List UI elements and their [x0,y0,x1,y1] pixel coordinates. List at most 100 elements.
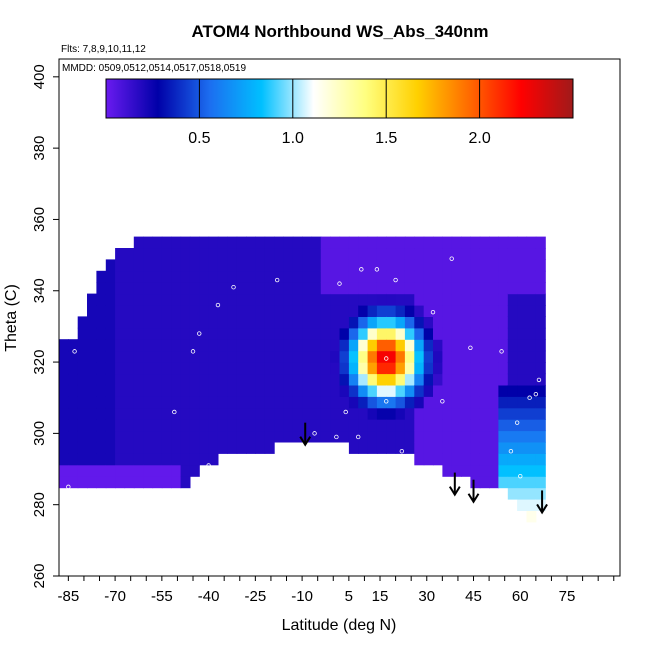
heatmap-cell [77,327,88,340]
heatmap-cell [143,476,154,489]
heatmap-cell [161,419,172,432]
heatmap-cell [161,236,172,249]
heatmap-cell [189,430,200,443]
heatmap-cell [152,407,163,420]
heatmap-cell [339,339,350,352]
heatmap-cell [124,350,135,363]
heatmap-cell [339,384,350,397]
heatmap-cell [433,453,443,466]
heatmap-cell [404,350,415,363]
arrow-head [536,503,548,515]
colorbar-gradient [105,78,574,119]
heatmap-cell [498,305,509,317]
heatmap-cell [59,384,69,397]
heatmap-cell [68,476,79,489]
heatmap-cell [461,407,471,420]
heatmap-cell [96,305,107,317]
heatmap-cell [311,236,322,249]
heatmap-cell [367,441,378,454]
chart-title: ATOM4 Northbound WS_Abs_340nm [192,22,489,41]
sample-point [430,309,436,315]
heatmap-cell [423,373,434,386]
heatmap-cell [423,339,434,352]
heatmap-cell [199,407,210,420]
heatmap-cell [292,270,303,283]
heatmap-cell [526,419,537,432]
heatmap-cell [461,282,471,295]
heatmap-cell [507,373,518,386]
y-tick-label: 340 [31,278,48,303]
heatmap-cell [451,384,462,397]
heatmap-cell [255,248,266,260]
heatmap-cell [208,236,219,249]
heatmap-cell [124,316,135,329]
heatmap-cell [376,419,387,432]
heatmap-cell [517,305,528,317]
heatmap-cell [442,407,453,420]
heatmap-cell [330,339,341,352]
heatmap-cell [115,305,126,317]
heatmap-cell [189,373,200,386]
heatmap-cell [236,293,247,306]
heatmap-cell [87,430,97,443]
heatmap-cell [68,396,79,409]
heatmap-cell [311,384,322,397]
heatmap-cell [423,362,434,375]
heatmap-cell [367,362,378,375]
heatmap-cell [479,350,490,363]
heatmap-cell [470,293,481,306]
heatmap-cell [105,327,116,340]
heatmap-cell [115,339,126,352]
heatmap-cell [105,430,116,443]
heatmap-cell [311,339,322,352]
heatmap-cell [208,293,219,306]
heatmap-cell [133,293,144,306]
heatmap-cell [526,270,537,283]
heatmap-cell [479,419,490,432]
heatmap-cell [311,430,322,443]
heatmap-cell [105,293,116,306]
heatmap-cell [339,236,350,249]
heatmap-cell [320,350,331,363]
heatmap-cell [143,259,154,272]
heatmap-cell [171,327,182,340]
heatmap-cell [255,282,266,295]
heatmap-cell [451,453,462,466]
heatmap-cell [442,282,453,295]
heatmap-cell [264,430,275,443]
heatmap-cell [115,362,126,375]
heatmap-cell [423,396,434,409]
heatmap-cell [246,316,256,329]
heatmap-cell [124,339,135,352]
heatmap-cell [152,464,163,477]
heatmap-cell [470,419,481,432]
heatmap-cell [217,407,228,420]
heatmap-cell [171,453,182,466]
heatmap-cell [283,259,294,272]
heatmap-cell [208,305,219,317]
heatmap-cell [535,236,546,249]
heatmap-cell [386,419,397,432]
heatmap-cell [189,305,200,317]
heatmap-cell [442,327,453,340]
heatmap-cell [59,430,69,443]
heatmap-cell [255,419,266,432]
heatmap-cell [274,327,284,340]
heatmap-cell [498,373,509,386]
heatmap-cell [87,316,97,329]
heatmap-cell [395,248,406,260]
heatmap-cell [404,293,415,306]
x-tick-label: -55 [151,588,173,605]
heatmap-cell [96,419,107,432]
heatmap-cell [320,282,331,295]
heatmap-cell [507,419,518,432]
sample-point [449,256,454,261]
heatmap-cell [161,350,172,363]
heatmap-cell [283,407,294,420]
heatmap-cell [414,282,425,295]
heatmap-cell [283,282,294,295]
heatmap-cell [161,407,172,420]
heatmap-cell [395,316,406,329]
heatmap-cell [255,407,266,420]
heatmap-cell [59,339,69,352]
